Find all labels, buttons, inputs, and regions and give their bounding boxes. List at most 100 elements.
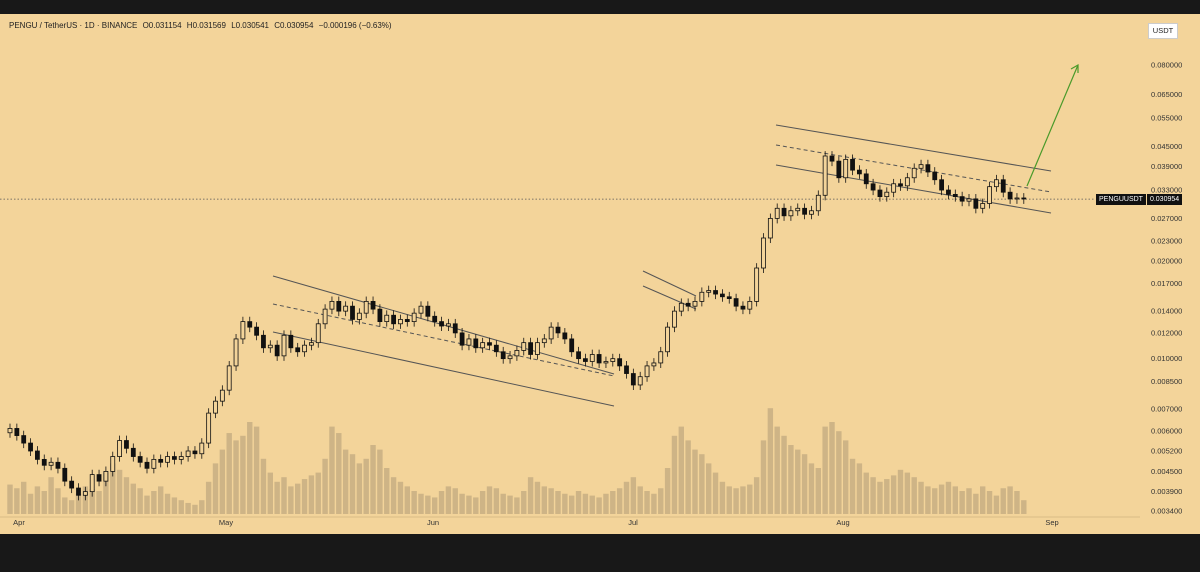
channel-line (272, 303, 615, 377)
price-tick-label: 0.045000 (1151, 142, 1182, 151)
volume-bar (740, 486, 746, 514)
volume-bar (829, 422, 835, 514)
candle (336, 300, 342, 312)
candle (308, 342, 314, 346)
volume-bar (240, 435, 246, 514)
volume-bar (295, 483, 301, 514)
volume-bar (390, 477, 397, 514)
candle (624, 365, 629, 374)
volume-bar (185, 502, 191, 514)
candle (863, 173, 869, 185)
candle (637, 376, 643, 386)
candle (678, 302, 684, 312)
candle (185, 450, 191, 457)
volume-bar (788, 445, 794, 514)
price-tick-label: 0.003400 (1151, 507, 1182, 516)
volume-bar (726, 486, 732, 514)
volume-bar (384, 468, 390, 514)
volume-bar (315, 472, 321, 514)
volume-bar (130, 483, 136, 514)
volume-bar (562, 493, 568, 514)
channel-line (642, 270, 697, 297)
candle (14, 428, 20, 436)
volume-bar (233, 440, 239, 514)
candle (137, 456, 143, 463)
price-tick-label: 0.055000 (1151, 113, 1182, 122)
channel-lines (272, 124, 1052, 407)
candle (918, 164, 924, 169)
chart-panel[interactable]: 0.080000 0.065000 0.055000 0.045000 0.039000… (0, 14, 1200, 534)
volume-bar (966, 488, 972, 514)
price-tick-label: 0.006000 (1151, 426, 1182, 435)
volume-bar (781, 435, 787, 514)
volume-bar (712, 472, 719, 514)
candle (658, 351, 664, 364)
candle (569, 338, 575, 353)
volume-bar (274, 481, 280, 514)
channel-line (775, 124, 1052, 172)
candle (295, 347, 301, 353)
candle (254, 326, 260, 336)
candle (322, 308, 328, 325)
candle (535, 342, 540, 355)
volume-bar (692, 449, 698, 514)
candle (836, 160, 842, 179)
candle (747, 300, 753, 310)
price-chart[interactable]: 0.080000 0.065000 0.055000 0.045000 0.039000… (0, 14, 1200, 534)
candle (548, 326, 554, 340)
volume-bar (555, 491, 561, 514)
volume-bar (514, 497, 520, 514)
candle (994, 179, 999, 188)
volume-bar (219, 449, 226, 514)
candle (809, 210, 814, 215)
candle (630, 373, 636, 386)
candle (315, 323, 321, 344)
volume-bar (801, 454, 808, 514)
candle (350, 305, 355, 320)
candle (69, 480, 75, 489)
volume-bar (438, 491, 445, 514)
volume-bar (767, 408, 774, 514)
candle (939, 179, 944, 191)
volume-bar (432, 497, 438, 514)
candle (617, 358, 623, 367)
volume-bar (671, 435, 678, 514)
volume-bar (644, 491, 650, 514)
currency-unit-button[interactable]: USDT (1148, 23, 1178, 39)
candle (96, 474, 102, 482)
volume-bar (959, 491, 965, 514)
volume-bar (603, 493, 609, 514)
price-tick-label: 0.007000 (1151, 405, 1182, 414)
candle (356, 312, 362, 320)
candle (713, 290, 718, 295)
candle (603, 361, 609, 364)
candle (274, 344, 280, 357)
candle (500, 351, 506, 360)
volume-bar (925, 486, 931, 514)
volume-bar (466, 495, 472, 514)
volume-bar (534, 481, 541, 514)
candle (206, 412, 212, 444)
volume-bar (747, 484, 753, 514)
volume-bar (575, 491, 582, 514)
price-tick-label: 0.080000 (1151, 61, 1182, 70)
candle (911, 167, 917, 179)
volume-bar (34, 486, 41, 514)
candle (233, 338, 239, 367)
volume-bar (493, 488, 500, 514)
volume-bar (932, 488, 938, 514)
volume-bar (260, 458, 267, 514)
price-tag-value: 0.030954 (1146, 193, 1183, 205)
volume-bar (980, 486, 986, 514)
candle (576, 351, 581, 360)
candle (754, 267, 760, 302)
volume-bar (342, 449, 349, 514)
volume-bar (205, 481, 212, 514)
volume-bar (96, 491, 102, 514)
candle (802, 207, 807, 215)
candle (781, 207, 787, 217)
volume-bar (630, 477, 637, 514)
volume-bar (527, 477, 534, 514)
candle (562, 332, 568, 340)
candle (774, 207, 780, 219)
